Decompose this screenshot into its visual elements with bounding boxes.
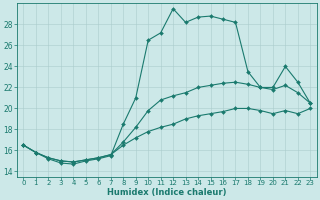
X-axis label: Humidex (Indice chaleur): Humidex (Indice chaleur) <box>107 188 227 197</box>
